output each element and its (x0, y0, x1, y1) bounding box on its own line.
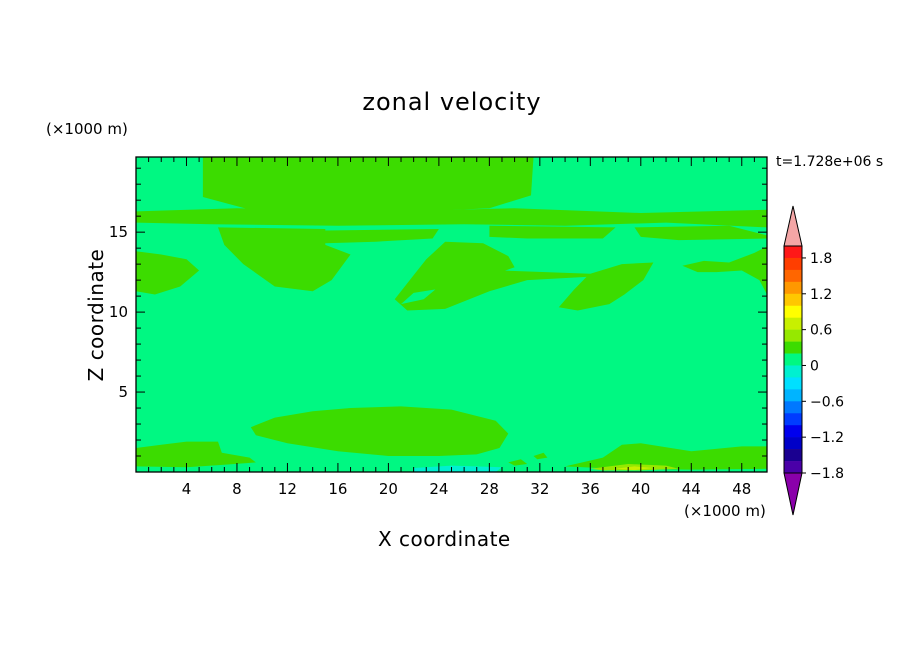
y-tick-label: 10 (109, 303, 128, 321)
contour-region-16 (508, 459, 528, 466)
plot-area (136, 157, 767, 472)
x-tick-label: 4 (182, 480, 192, 498)
y-tick-label: 5 (118, 383, 128, 401)
colorbar-bin (784, 281, 802, 295)
colorbar-tick-label: −1.2 (810, 430, 844, 446)
contour-region-1 (202, 157, 534, 213)
colorbar-bin (784, 365, 802, 378)
contour-region-11 (136, 441, 256, 468)
colorbar-bin (784, 449, 802, 462)
x-axis-unit: (×1000 m) (684, 502, 766, 520)
colorbar-bin (784, 389, 802, 402)
colorbar-bin (784, 293, 802, 307)
colorbar-bin (784, 377, 802, 390)
contour-region-5 (319, 229, 439, 244)
colorbar-tick-label: 0 (810, 358, 819, 374)
colorbar-bin (784, 437, 802, 450)
y-axis-label: Z coordinate (84, 248, 108, 382)
colorbar-frame (783, 245, 803, 474)
contour-region-8 (634, 225, 767, 241)
colorbar-bin (784, 341, 802, 354)
contour-region-9 (682, 246, 767, 295)
contour-region-17 (533, 452, 548, 460)
colorbar-over-arrow (783, 205, 803, 247)
contour-region-15 (615, 466, 654, 471)
colorbar-bin (784, 317, 802, 330)
colorbar-bin (784, 257, 802, 271)
x-tick-label: 8 (232, 480, 242, 498)
colorbar-bin (784, 425, 802, 438)
contour-region-4 (218, 227, 351, 292)
colorbar-tick-label: 1.8 (810, 251, 832, 267)
x-tick-label: 48 (732, 480, 751, 498)
contour-region-10 (250, 406, 509, 456)
time-stamp: t=1.728e+06 s (776, 154, 884, 170)
x-tick-label: 24 (429, 480, 448, 498)
colorbar-bin (784, 353, 802, 366)
contour-region-12 (565, 443, 767, 470)
contour-region-3 (136, 251, 200, 295)
x-tick-label: 28 (480, 480, 499, 498)
contour-region-6 (394, 241, 654, 311)
colorbar-bin (784, 413, 802, 426)
contour-region-7 (489, 225, 616, 239)
x-tick-label: 20 (379, 480, 398, 498)
colorbar-bin (784, 269, 802, 283)
x-tick-label: 40 (631, 480, 650, 498)
colorbar-under-arrow (783, 472, 803, 516)
colorbar: 1.8 1.2 0.6 0 −0.6 −1.2 −1.8 (783, 205, 844, 516)
chart-title: zonal velocity (362, 88, 542, 116)
colorbar-bin (784, 246, 802, 259)
colorbar-tick-label: −0.6 (810, 394, 844, 410)
colorbar-tick-label: −1.8 (810, 466, 844, 482)
colorbar-bin (784, 461, 802, 474)
x-tick-label: 44 (682, 480, 701, 498)
y-tick-label: 15 (109, 223, 128, 241)
x-tick-label: 16 (328, 480, 347, 498)
x-tick-label: 36 (581, 480, 600, 498)
contour-region-2 (136, 208, 767, 228)
colorbar-bin (784, 329, 802, 342)
x-tick-label: 32 (530, 480, 549, 498)
z-axis-unit: (×1000 m) (46, 120, 128, 138)
x-axis-label: X coordinate (378, 527, 511, 551)
colorbar-tick-label: 0.6 (810, 323, 832, 339)
colorbar-bin (784, 401, 802, 414)
contour-region-13 (413, 465, 502, 472)
x-tick-label: 12 (278, 480, 297, 498)
colorbar-tick-label: 1.2 (810, 287, 832, 303)
colorbar-bin (784, 305, 802, 318)
